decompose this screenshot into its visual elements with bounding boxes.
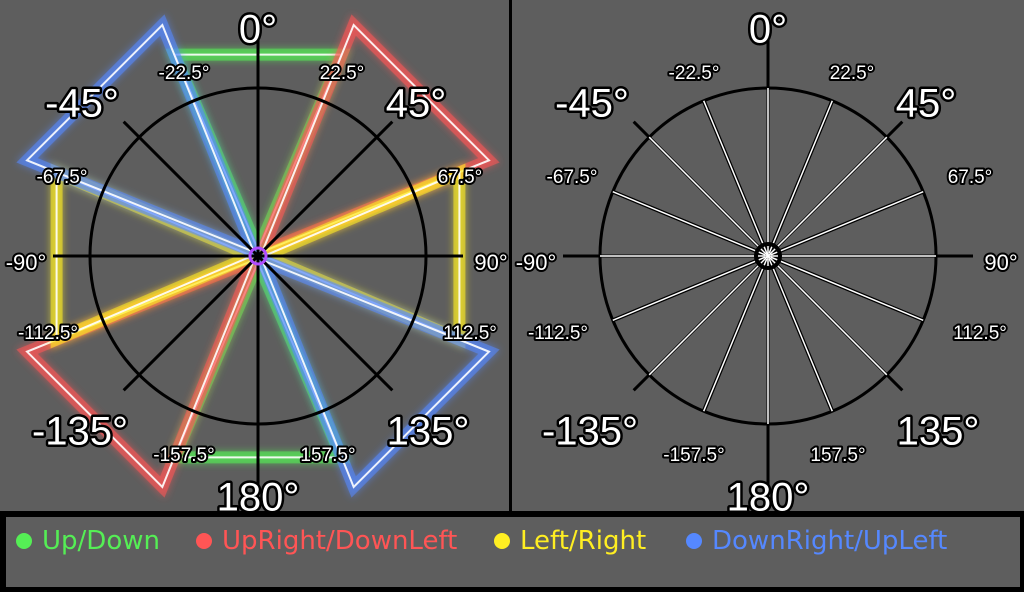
fine-spoke-highlight [767, 191, 924, 257]
legend-label: Left/Right [520, 526, 647, 556]
red-dot-icon [196, 533, 212, 549]
left-angle-labels: 0° 180° 45° -45° 135° -135° 90° -90° 22.5° -22.5°… [4, 5, 510, 522]
angle-label: -157.5° [153, 445, 214, 466]
angle-label: 135° [387, 410, 470, 454]
angle-label: 45° [896, 82, 957, 126]
angle-label: -112.5° [18, 323, 78, 344]
legend: Up/Down UpRight/DownLeft Left/Right Down… [6, 517, 1020, 587]
sector-downright-upleft [16, 14, 265, 263]
angle-label: 90° [474, 250, 507, 275]
legend-item-left-right: Left/Right [494, 523, 646, 559]
angle-label: -22.5° [159, 63, 210, 84]
angle-label: -90° [6, 250, 47, 275]
fine-spoke-highlight [703, 255, 769, 412]
angle-label: 180° [727, 476, 810, 520]
fine-spoke-highlight [767, 255, 833, 412]
angle-label: 22.5° [320, 63, 365, 84]
angle-label: 22.5° [830, 63, 875, 84]
legend-item-upright-downleft: UpRight/DownLeft [196, 523, 457, 559]
angle-label: 45° [386, 82, 447, 126]
diagonal-line [122, 120, 394, 392]
angle-label: 0° [749, 8, 787, 52]
angle-label: -135° [542, 410, 638, 454]
angle-label: -90° [516, 250, 557, 275]
fine-spoke-highlight [703, 100, 769, 257]
center-ring [754, 242, 782, 270]
yellow-dot-icon [494, 533, 510, 549]
blue-dot-icon [686, 533, 702, 549]
angle-label: -45° [45, 82, 119, 126]
angle-label: -67.5° [547, 167, 598, 188]
angle-label: 180° [217, 476, 300, 520]
legend-label: Up/Down [42, 526, 160, 556]
center-ring [248, 246, 268, 266]
legend-item-up-down: Up/Down [16, 523, 160, 559]
fine-spoke-highlight [767, 100, 833, 257]
angle-label: -157.5° [663, 445, 724, 466]
angle-label: 90° [984, 250, 1017, 275]
angle-label: 157.5° [300, 445, 355, 466]
angle-label: -112.5° [528, 323, 588, 344]
left-angle-wheel [53, 22, 463, 490]
right-angle-wheel [563, 22, 973, 490]
sector-downright-upleft [251, 249, 500, 498]
angle-label: 135° [897, 410, 980, 454]
legend-item-downright-upleft: DownRight/UpLeft [686, 523, 947, 559]
angle-label: 112.5° [953, 323, 1007, 344]
fine-spoke-highlight [767, 255, 924, 321]
legend-label: DownRight/UpLeft [712, 526, 948, 556]
angle-label: 112.5° [443, 323, 497, 344]
angle-label: -45° [555, 82, 629, 126]
angle-label: 157.5° [810, 445, 865, 466]
angle-label: -135° [32, 410, 128, 454]
right-angle-labels: 0° 180° 45° -45° 135° -135° 90° -90° 22.5° -22.5°… [514, 5, 1020, 522]
angle-label: -22.5° [669, 63, 720, 84]
angle-label: 67.5° [948, 167, 993, 188]
fine-spoke-highlight [612, 255, 769, 321]
angle-label: 67.5° [438, 167, 483, 188]
green-dot-icon [16, 533, 32, 549]
fine-spoke-highlight [612, 191, 769, 257]
angle-label: -67.5° [37, 167, 88, 188]
legend-label: UpRight/DownLeft [222, 526, 458, 556]
panel-divider [509, 0, 512, 511]
main-spoke-highlight [648, 136, 888, 376]
angle-label: 0° [239, 8, 277, 52]
